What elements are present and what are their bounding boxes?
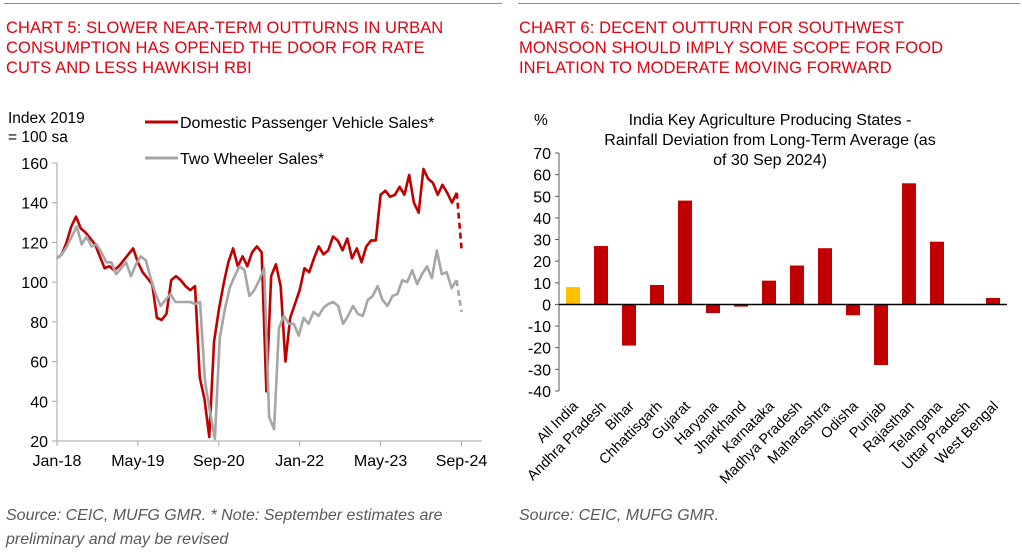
bar-rajasthan (902, 183, 916, 305)
y-tick-label: 40 (533, 211, 551, 228)
series-line-passenger-vehicle (56, 167, 458, 439)
x-tick-label: Sep-24 (436, 453, 488, 470)
bar-bihar (622, 304, 636, 346)
chart-6-panel: CHART 6: DECENT OUTTURN FOR SOUTHWEST MO… (513, 0, 1022, 557)
x-tick-label: Jan-22 (275, 453, 324, 470)
y-tick-label: 50 (533, 189, 551, 206)
y-tick-label: 160 (21, 156, 48, 173)
chart-5-source: Source: CEIC, MUFG GMR. * Note: Septembe… (6, 507, 443, 548)
bar-chhattisgarh (650, 284, 664, 305)
y-tick-label: 0 (542, 297, 551, 314)
y-tick-label: 60 (533, 168, 551, 185)
bar-all-india (566, 287, 580, 305)
bar-maharashtra (818, 248, 832, 305)
y-tick-label: -10 (528, 319, 551, 336)
bar-odisha (846, 304, 860, 316)
chart-5-panel: CHART 5: SLOWER NEAR-TERM OUTTURNS IN UR… (0, 0, 510, 557)
y-axis-unit: % (534, 112, 548, 129)
series-line-preliminary (455, 279, 463, 313)
chart-6-title: CHART 6: DECENT OUTTURN FOR SOUTHWEST MO… (519, 19, 944, 77)
line-chart: 20 40 60 80 100 120 140 160 Jan-18 May-19 Sep-20 Ja… (8, 110, 488, 470)
bar-punjab (874, 304, 888, 366)
bar-madhya-pradesh (790, 265, 804, 305)
bar-jharkhand (734, 304, 748, 307)
y-tick-label: 70 (533, 146, 551, 163)
bar-karnataka (762, 280, 776, 305)
x-tick-label: May-19 (111, 453, 164, 470)
bar-andhra-pradesh (594, 246, 608, 305)
x-tick-label: Jan-18 (33, 453, 82, 470)
series-line-preliminary (455, 192, 463, 249)
plot-title-line: Rainfall Deviation from Long-Term Averag… (604, 132, 935, 149)
y-tick-label: 30 (533, 233, 551, 250)
y-axis-title: = 100 sa (8, 129, 68, 146)
series-line-two-wheeler (56, 225, 458, 441)
plot-title-line: of 30 Sep 2024) (713, 152, 827, 169)
legend-label: Two Wheeler Sales* (180, 151, 324, 168)
y-tick-label: 100 (21, 275, 48, 292)
chart-5-title: CHART 5: SLOWER NEAR-TERM OUTTURNS IN UR… (6, 19, 444, 77)
chart-6-source: Source: CEIC, MUFG GMR. (519, 507, 720, 524)
y-tick-label: -30 (528, 362, 551, 379)
bar-haryana (706, 304, 720, 314)
bar-telangana (930, 241, 944, 305)
legend-label: Domestic Passenger Vehicle Sales* (180, 115, 434, 132)
bar-chart: India Key Agriculture Producing States -… (524, 112, 1007, 487)
bar-west-bengal (986, 297, 1000, 305)
y-tick-label: 120 (21, 235, 48, 252)
bar-gujarat (678, 200, 692, 305)
y-tick-label: 80 (30, 315, 48, 332)
y-tick-label: 40 (30, 394, 48, 411)
y-tick-label: -20 (528, 341, 551, 358)
y-tick-label: 10 (533, 276, 551, 293)
x-tick-label: May-23 (354, 453, 407, 470)
y-tick-label: 20 (30, 434, 48, 451)
plot-title-line: India Key Agriculture Producing States - (629, 112, 912, 129)
x-tick-label: Sep-20 (193, 453, 245, 470)
y-axis-title: Index 2019 (8, 110, 85, 127)
y-tick-label: -40 (528, 384, 551, 401)
y-tick-label: 60 (30, 355, 48, 372)
y-tick-label: 140 (21, 196, 48, 213)
divider-line (518, 3, 1020, 4)
y-tick-label: 20 (533, 254, 551, 271)
divider-line (4, 3, 502, 4)
